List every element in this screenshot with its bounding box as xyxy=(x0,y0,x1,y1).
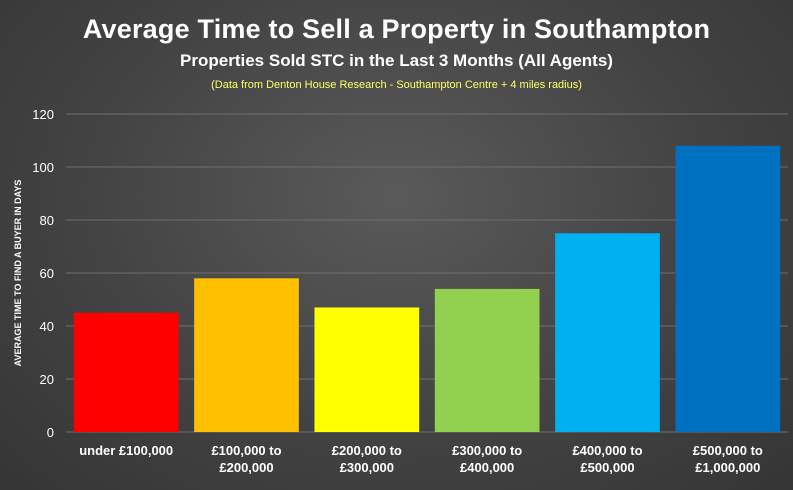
x-category-label: under £100,000 xyxy=(79,443,173,458)
chart-source-note: (Data from Denton House Research - South… xyxy=(211,79,582,91)
x-category-label: £100,000 to £200,000 xyxy=(211,443,281,475)
bar xyxy=(194,278,299,432)
bar xyxy=(675,145,781,433)
y-tick-label: 20 xyxy=(40,372,54,387)
x-category-label: £300,000 to £400,000 xyxy=(452,443,522,475)
y-axis-title: AVERAGE TIME TO FIND A BUYER IN DAYS xyxy=(13,180,23,367)
y-tick-label: 0 xyxy=(47,425,54,440)
bar xyxy=(434,288,540,432)
y-tick-label: 40 xyxy=(40,319,54,334)
y-tick-label: 80 xyxy=(40,213,54,228)
bar xyxy=(555,233,660,432)
x-category-label: £200,000 to £300,000 xyxy=(332,443,402,475)
y-tick-label: 100 xyxy=(32,160,54,175)
y-tick-label: 120 xyxy=(32,107,54,122)
x-category-label: £500,000 to £1,000,000 xyxy=(693,443,763,475)
bar xyxy=(73,312,179,432)
chart-subtitle: Properties Sold STC in the Last 3 Months… xyxy=(180,51,613,70)
bar xyxy=(314,307,420,432)
chart-title: Average Time to Sell a Property in South… xyxy=(82,14,711,44)
x-category-label: £400,000 to £500,000 xyxy=(572,443,642,475)
y-tick-label: 60 xyxy=(40,266,54,281)
